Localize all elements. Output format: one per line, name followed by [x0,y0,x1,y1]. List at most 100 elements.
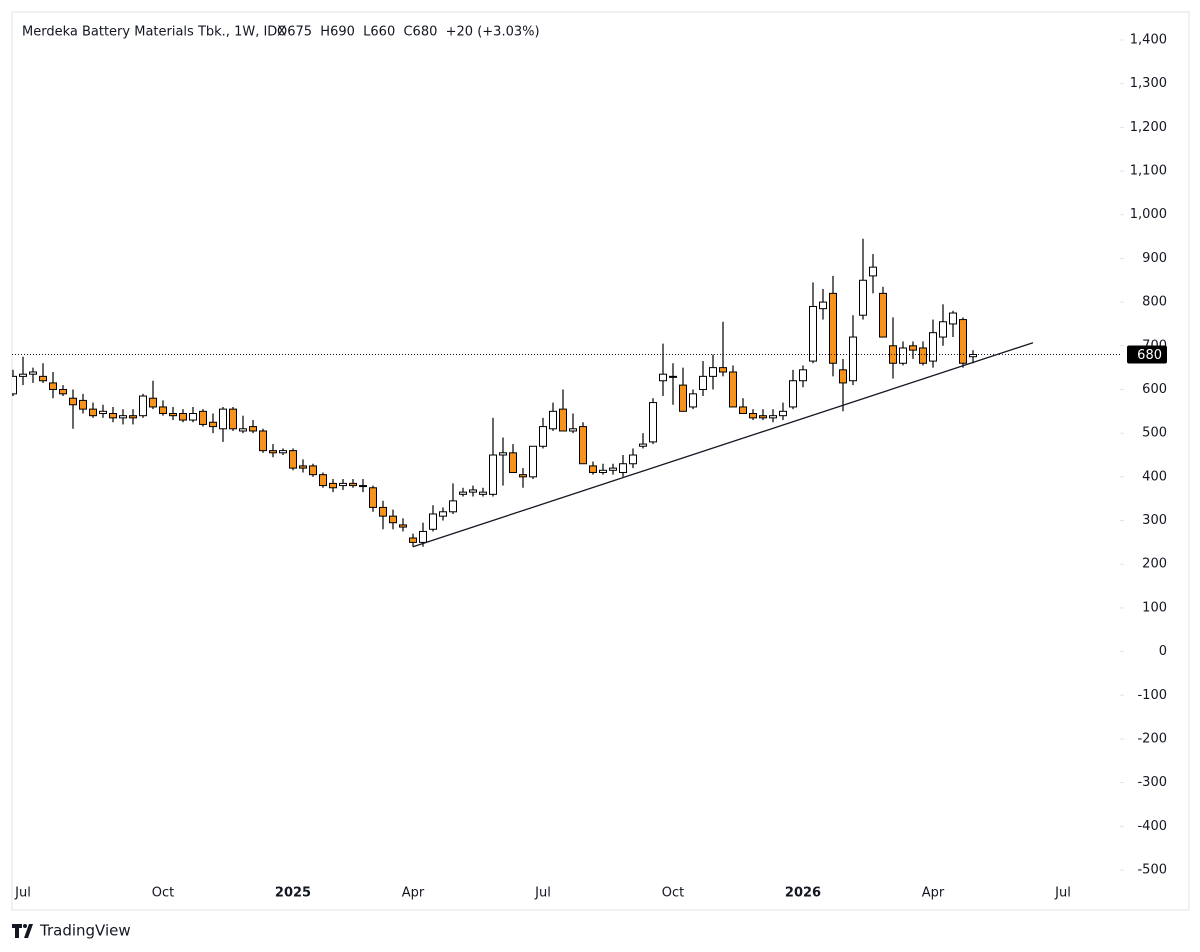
candle-body [679,384,687,412]
chart-title: Merdeka Battery Materials Tbk., 1W, IDX [22,25,286,40]
candle-body [479,491,487,495]
candle-body [779,410,787,417]
x-tick-label: Apr [922,886,945,901]
ohlc-legend: O675 H690 L660 C680 +20 (+3.03%) [277,25,540,40]
candle-body [129,415,137,419]
candle-body [799,369,807,382]
candle-body [789,380,797,408]
candle-body [519,474,527,478]
candle-body [619,463,627,473]
candle-body [299,465,307,469]
trendline [412,342,1034,548]
candle-body [549,410,557,430]
candle-body [879,292,887,338]
candle-body [919,347,927,364]
candle-body [909,345,917,351]
candle-body [309,465,317,476]
y-tick-label: -500 [1137,863,1167,878]
candle-body [739,406,747,414]
plot-area [12,238,1034,548]
candle-body [329,482,337,489]
candle-body [189,413,197,421]
candle-body [869,266,877,277]
candle-body [109,413,117,419]
candle-body [699,375,707,390]
candle-body [719,367,727,373]
last-price-box [1127,345,1167,364]
candle-body [569,428,577,432]
candle-body [89,408,97,417]
candle-body [19,373,27,377]
y-tick-label: 1,000 [1130,207,1167,222]
candle-body [69,397,77,406]
y-tick-label: -400 [1137,819,1167,834]
candle-body [819,301,827,310]
candle-body [219,408,227,430]
candle-body [629,454,637,465]
candle-body [809,305,817,362]
y-tick-label: -100 [1137,688,1167,703]
candle-body [659,373,667,382]
y-tick-label: 1,100 [1130,164,1167,179]
candle-body [359,485,367,488]
candle-body [439,511,447,517]
candle-body [829,292,837,364]
candle-body [489,454,497,495]
candle-body [929,332,937,362]
candle-body [539,426,547,447]
candle-body [729,371,737,408]
candle-body [289,450,297,469]
candle-body [389,515,397,524]
y-tick-label: 0 [1159,644,1167,659]
candle-body [459,491,467,495]
x-tick-label: 2025 [275,886,311,901]
candle-body [839,369,847,384]
candle-body [469,489,477,493]
candle-body [449,500,457,513]
candle-body [899,347,907,364]
candle-body [209,421,217,428]
y-tick-label: -300 [1137,775,1167,790]
y-tick-label: 1,300 [1130,76,1167,91]
candle-body [669,375,677,378]
y-tick-label: 300 [1142,513,1167,528]
y-tick-label: 1,400 [1130,33,1167,48]
y-tick-label: 100 [1142,600,1167,615]
candle-body [369,487,377,508]
candle-body [49,382,57,390]
x-tick-label: Oct [152,886,174,901]
candle-body [859,279,867,316]
y-tick-label: 400 [1142,469,1167,484]
candle-body [29,371,37,375]
y-tick-label: -200 [1137,731,1167,746]
brand-logo [12,924,33,938]
candle-body [959,319,967,364]
y-tick-label: 200 [1142,557,1167,572]
candle-body [399,524,407,528]
candle-body [579,426,587,465]
candle-body [139,395,147,417]
x-tick-label: Jul [534,886,551,901]
candle-body [12,375,17,395]
candle-body [889,345,897,364]
candle-body [939,321,947,338]
x-tick-label: Oct [662,886,684,901]
y-tick-label: 1,200 [1130,120,1167,135]
candle-body [419,530,427,543]
candle-body [79,399,87,410]
candle-body [769,415,777,419]
candle-body [709,367,717,377]
candle-body [499,452,507,456]
candle-body [99,410,107,415]
candle-body [509,452,517,473]
frame [11,11,1190,911]
candle-body [149,397,157,408]
candle-body [39,375,47,382]
candle-body [429,513,437,530]
candle-body [639,443,647,447]
candle-body [759,415,767,419]
candle-body [649,402,657,443]
y-tick-label: 900 [1142,251,1167,266]
candle-body [589,465,597,473]
